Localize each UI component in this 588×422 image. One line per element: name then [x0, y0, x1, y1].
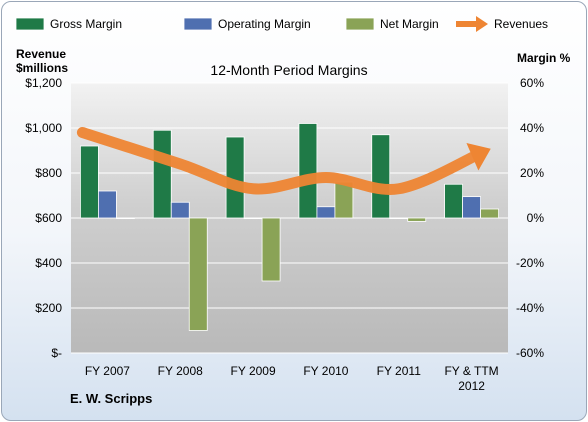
chart-title: 12-Month Period Margins	[210, 62, 367, 78]
bar-operating-margin-3	[316, 206, 336, 219]
bar-net-margin-4	[407, 217, 427, 222]
right-tick-label-3: 0%	[527, 211, 545, 225]
legend-swatch-gross-margin	[15, 17, 45, 31]
category-label-1: FY 2008	[158, 364, 203, 378]
legend: Gross Margin Operating Margin Net Margin Re…	[15, 16, 548, 32]
legend-label-net-margin: Net Margin	[380, 17, 439, 31]
bar-net-margin-5	[480, 208, 499, 219]
bar-net-margin-0	[116, 217, 135, 220]
revenue-series	[76, 127, 491, 195]
left-tick-label-4: $800	[35, 166, 62, 180]
bar-gross-margin-1	[152, 129, 172, 219]
bar-operating-margin-1	[170, 201, 190, 219]
bar-net-margin-2	[261, 217, 281, 282]
right-tick-label-0: 60%	[520, 76, 544, 90]
left-axis-ticks: $- $200 $400 $600 $800 $1,000 $1,200	[25, 76, 62, 360]
revenue-line	[76, 127, 488, 195]
left-tick-label-0: $-	[51, 346, 62, 360]
legend-label-revenues: Revenues	[494, 17, 548, 31]
legend-label-gross-margin: Gross Margin	[50, 17, 122, 31]
bar-gross-margin-4	[371, 134, 391, 219]
bar-net-margin-1	[188, 217, 208, 331]
bar-gross-margin-0	[80, 145, 99, 219]
right-tick-label-2: 20%	[520, 166, 544, 180]
category-label-0: FY 2007	[85, 364, 130, 378]
left-axis-title-line2: $millions	[16, 61, 68, 75]
legend-swatch-net-margin	[345, 17, 375, 31]
gridlines	[71, 82, 508, 354]
bar-operating-margin-5	[462, 196, 481, 219]
company-name: E. W. Scripps	[70, 391, 152, 406]
left-tick-label-3: $600	[35, 211, 62, 225]
left-tick-label-2: $400	[35, 256, 62, 270]
left-tick-label-6: $1,200	[25, 76, 62, 90]
bar-gross-margin-3	[298, 123, 318, 219]
right-tick-label-4: -20%	[516, 256, 544, 270]
bar-operating-margin-0	[98, 190, 117, 219]
right-axis-ticks: 60% 40% 20% 0% -20% -40% -60%	[516, 76, 544, 360]
legend-swatch-operating-margin	[183, 17, 213, 31]
legend-swatch-arrow-revenues	[476, 16, 488, 32]
left-tick-label-1: $200	[35, 301, 62, 315]
bar-net-margin-3	[334, 181, 354, 219]
right-tick-label-6: -60%	[516, 346, 544, 360]
legend-label-operating-margin: Operating Margin	[218, 17, 311, 31]
right-tick-label-1: 40%	[520, 121, 544, 135]
right-tick-label-5: -40%	[516, 301, 544, 315]
left-axis-title-line1: Revenue	[16, 47, 66, 61]
right-axis-title: Margin %	[517, 51, 571, 65]
category-label-line2-5: 2012	[458, 379, 485, 393]
revenue-arrowhead	[466, 142, 491, 171]
category-labels: FY 2007 FY 2008 FY 2009 FY 2010 FY 2011 FY & …	[85, 364, 499, 393]
bar-operating-margin-4	[389, 217, 409, 220]
category-label-5: FY & TTM	[444, 364, 498, 378]
category-label-2: FY 2009	[231, 364, 276, 378]
category-label-3: FY 2010	[303, 364, 348, 378]
bars	[80, 123, 499, 331]
bar-gross-margin-5	[444, 183, 463, 219]
category-label-4: FY 2011	[377, 364, 422, 378]
left-tick-label-5: $1,000	[25, 121, 62, 135]
bar-operating-margin-2	[243, 217, 263, 220]
